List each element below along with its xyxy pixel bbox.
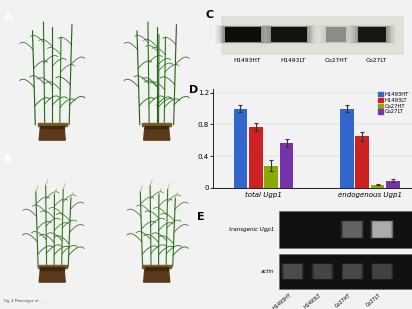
- Bar: [356, 136, 369, 188]
- Bar: [221, 16, 404, 55]
- Bar: [353, 26, 391, 43]
- Text: C: C: [205, 11, 213, 20]
- Bar: [340, 220, 364, 239]
- Bar: [223, 27, 262, 43]
- Bar: [358, 27, 386, 42]
- Text: H1493HT: H1493HT: [272, 292, 293, 309]
- Bar: [351, 26, 393, 43]
- Bar: [343, 222, 361, 237]
- Bar: [269, 27, 308, 43]
- Bar: [225, 27, 261, 42]
- Bar: [271, 27, 307, 42]
- Bar: [249, 127, 262, 188]
- Bar: [371, 263, 393, 280]
- Bar: [260, 25, 317, 44]
- Bar: [262, 25, 315, 44]
- Bar: [265, 166, 278, 188]
- Text: Fig. 4 Phenotype of ...: Fig. 4 Phenotype of ...: [4, 299, 43, 303]
- Bar: [216, 25, 269, 44]
- Text: B: B: [4, 155, 12, 165]
- Bar: [371, 221, 393, 238]
- Bar: [373, 264, 391, 279]
- Bar: [279, 254, 412, 289]
- Bar: [314, 25, 358, 44]
- Polygon shape: [144, 268, 170, 282]
- Bar: [372, 221, 393, 238]
- Bar: [346, 25, 398, 44]
- Text: E: E: [197, 212, 205, 222]
- Bar: [326, 27, 346, 42]
- Bar: [213, 25, 273, 44]
- Bar: [341, 263, 364, 280]
- Bar: [341, 221, 363, 238]
- Bar: [342, 221, 363, 238]
- Bar: [340, 108, 353, 188]
- Bar: [355, 26, 389, 43]
- Bar: [215, 25, 271, 44]
- Polygon shape: [39, 268, 65, 282]
- Text: D: D: [189, 85, 199, 95]
- Bar: [316, 25, 356, 44]
- Bar: [342, 264, 363, 279]
- Bar: [314, 264, 331, 279]
- Text: H1493LT: H1493LT: [303, 292, 323, 309]
- Bar: [386, 181, 400, 188]
- Bar: [220, 26, 266, 43]
- Bar: [266, 26, 311, 43]
- Polygon shape: [144, 126, 170, 140]
- Bar: [373, 222, 391, 237]
- Bar: [326, 27, 346, 42]
- Bar: [318, 25, 355, 44]
- Text: transgenic Ugp1: transgenic Ugp1: [229, 227, 275, 232]
- Text: A: A: [4, 14, 13, 23]
- Bar: [264, 26, 314, 43]
- Bar: [313, 264, 332, 279]
- Bar: [350, 25, 395, 44]
- Bar: [282, 264, 303, 279]
- Bar: [370, 220, 394, 239]
- Bar: [372, 221, 392, 238]
- Bar: [283, 264, 302, 279]
- Bar: [323, 26, 350, 43]
- Polygon shape: [39, 126, 65, 140]
- Bar: [320, 26, 353, 43]
- Bar: [259, 25, 318, 44]
- Bar: [342, 264, 362, 279]
- Bar: [271, 27, 307, 42]
- Bar: [311, 263, 334, 280]
- Text: H1493HT: H1493HT: [233, 58, 260, 63]
- Bar: [372, 264, 393, 279]
- Bar: [312, 264, 333, 279]
- Text: Co27LT: Co27LT: [365, 58, 387, 63]
- Bar: [321, 26, 351, 43]
- Bar: [281, 263, 304, 280]
- Bar: [279, 211, 412, 248]
- Bar: [348, 25, 396, 44]
- Bar: [343, 264, 361, 279]
- Bar: [267, 26, 310, 43]
- Bar: [280, 143, 293, 188]
- Legend: H1493HT, H1493LT, Co27HT, Co27LT: H1493HT, H1493LT, Co27HT, Co27LT: [377, 91, 410, 115]
- Bar: [222, 26, 264, 43]
- Bar: [371, 185, 384, 188]
- Bar: [372, 264, 392, 279]
- Text: Co27HT: Co27HT: [334, 292, 352, 308]
- Bar: [283, 264, 302, 279]
- Text: H1493LT: H1493LT: [280, 58, 305, 63]
- Bar: [358, 27, 386, 42]
- Bar: [356, 27, 388, 43]
- Text: Co27HT: Co27HT: [325, 58, 348, 63]
- Bar: [234, 108, 247, 188]
- Text: actin: actin: [261, 269, 275, 274]
- Bar: [225, 27, 261, 42]
- Bar: [218, 26, 267, 43]
- Bar: [325, 27, 348, 43]
- Text: Co27LT: Co27LT: [365, 292, 382, 307]
- Bar: [343, 221, 362, 238]
